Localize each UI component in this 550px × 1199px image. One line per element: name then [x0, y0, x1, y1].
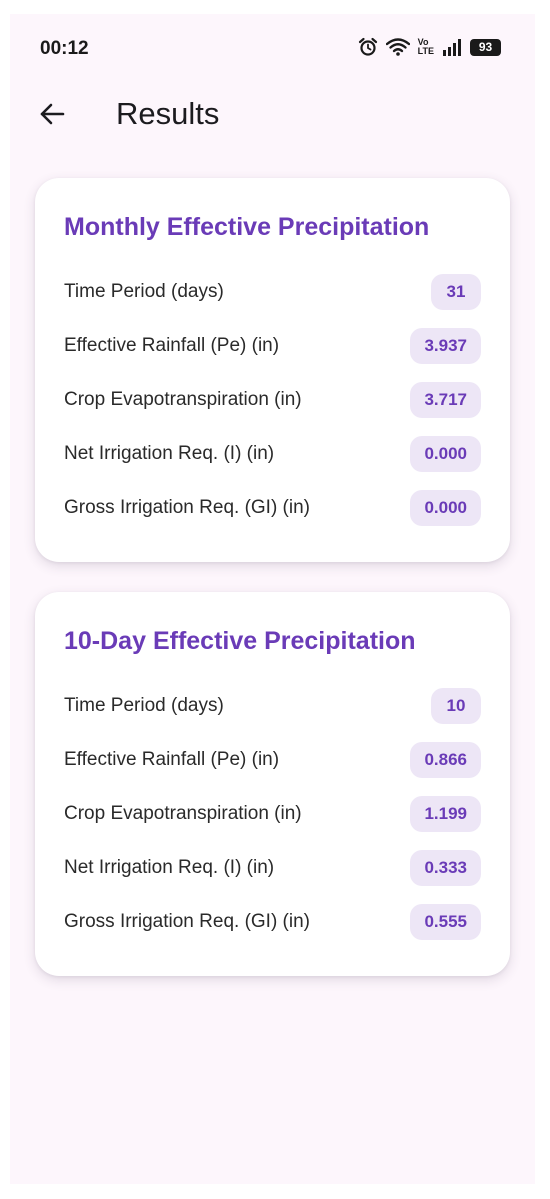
result-row: Gross Irrigation Req. (GI) (in) 0.555: [64, 895, 481, 949]
result-row: Net Irrigation Req. (I) (in) 0.000: [64, 427, 481, 481]
row-value-chip: 0.333: [410, 850, 481, 886]
row-value-chip: 1.199: [410, 796, 481, 832]
alarm-icon: [358, 37, 378, 57]
row-label: Effective Rainfall (Pe) (in): [64, 335, 280, 356]
arrow-back-icon: [40, 103, 65, 125]
row-label: Effective Rainfall (Pe) (in): [64, 749, 280, 770]
volte-bottom-text: LTE: [417, 46, 434, 56]
row-label: Gross Irrigation Req. (GI) (in): [64, 911, 310, 932]
row-value-chip: 3.717: [410, 382, 481, 418]
card-title: Monthly Effective Precipitation: [64, 213, 430, 241]
row-label: Crop Evapotranspiration (in): [64, 389, 302, 410]
status-time: 00:12: [40, 38, 89, 59]
result-row: Crop Evapotranspiration (in) 3.717: [64, 373, 481, 427]
row-label: Gross Irrigation Req. (GI) (in): [64, 497, 310, 518]
result-row: Time Period (days) 31: [64, 265, 481, 319]
row-value-chip: 0.866: [410, 742, 481, 778]
wifi-icon: [385, 38, 410, 56]
screen: 00:12 Vo LTE: [10, 14, 535, 1184]
volte-icon: Vo LTE: [418, 38, 434, 56]
row-label: Time Period (days): [64, 281, 224, 302]
row-label: Net Irrigation Req. (I) (in): [64, 443, 275, 464]
status-bar: 00:12 Vo LTE: [10, 14, 535, 84]
signal-icon: [442, 38, 462, 56]
row-value-chip: 31: [431, 274, 481, 310]
monthly-results-card: Monthly Effective Precipitation Time Per…: [35, 178, 510, 562]
row-label: Crop Evapotranspiration (in): [64, 803, 302, 824]
card-title: 10-Day Effective Precipitation: [64, 627, 416, 655]
row-value-chip: 0.000: [410, 436, 481, 472]
ten-day-results-card: 10-Day Effective Precipitation Time Peri…: [35, 592, 510, 976]
result-row: Crop Evapotranspiration (in) 1.199: [64, 787, 481, 841]
row-value-chip: 0.000: [410, 490, 481, 526]
row-value-chip: 3.937: [410, 328, 481, 364]
result-row: Net Irrigation Req. (I) (in) 0.333: [64, 841, 481, 895]
battery-icon: 93: [470, 38, 501, 56]
app-bar: Results: [10, 84, 535, 144]
result-row: Time Period (days) 10: [64, 679, 481, 733]
row-value-chip: 10: [431, 688, 481, 724]
status-icons: Vo LTE 93: [358, 37, 501, 57]
volte-top-text: Vo: [417, 37, 429, 47]
row-label: Time Period (days): [64, 695, 224, 716]
result-row: Gross Irrigation Req. (GI) (in) 0.000: [64, 481, 481, 535]
page-title: Results: [116, 96, 220, 131]
row-label: Net Irrigation Req. (I) (in): [64, 857, 275, 878]
back-button[interactable]: [30, 92, 74, 136]
row-value-chip: 0.555: [410, 904, 481, 940]
result-row: Effective Rainfall (Pe) (in) 0.866: [64, 733, 481, 787]
result-row: Effective Rainfall (Pe) (in) 3.937: [64, 319, 481, 373]
